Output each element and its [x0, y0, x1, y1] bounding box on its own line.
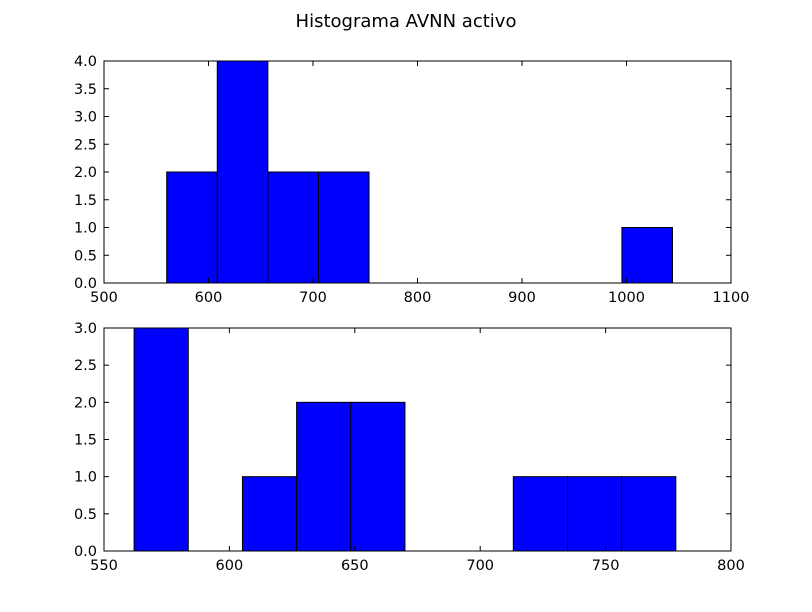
bottom-x-tick-label: 600 — [216, 558, 244, 574]
top-histogram-bar — [216, 60, 269, 284]
bottom-x-tick-label: 800 — [717, 558, 745, 574]
top-y-tick-label: 2.0 — [74, 165, 97, 181]
bottom-x-tick-label: 750 — [592, 558, 620, 574]
top-y-tick-label: 3.0 — [74, 110, 97, 126]
bottom-y-tick-label: 2.5 — [74, 358, 97, 374]
top-y-tick-label: 2.5 — [74, 137, 97, 153]
top-x-tick-label: 700 — [299, 290, 327, 306]
bottom-histogram-axes: 550 600 650 700 750 800 0.0 0.5 1.0 1.5 2.0 2.5 3.0 — [74, 321, 745, 574]
bottom-y-tick-label: 3.0 — [74, 321, 97, 337]
bottom-histogram-bar — [621, 476, 677, 552]
bottom-histogram-bar — [241, 476, 298, 552]
bottom-y-tick-label: 1.0 — [74, 470, 97, 486]
bottom-x-tick-label: 550 — [90, 558, 118, 574]
bottom-x-tick-label: 700 — [466, 558, 494, 574]
bottom-histogram-bar — [512, 476, 568, 552]
top-x-tick-label: 1000 — [608, 290, 645, 306]
figure-title: Histograma AVNN activo — [296, 11, 517, 32]
top-histogram-bar — [317, 171, 370, 284]
bottom-histogram-bar — [133, 327, 189, 552]
bottom-histogram-bar — [566, 476, 623, 552]
top-y-tick-label: 1.5 — [74, 193, 97, 209]
bottom-x-tick-label: 650 — [341, 558, 369, 574]
top-histogram-bar — [621, 227, 673, 284]
top-y-tick-label: 0.0 — [74, 276, 97, 292]
top-x-tick-label: 1100 — [713, 290, 750, 306]
top-y-tick-label: 0.5 — [74, 248, 97, 264]
bottom-y-tick-label: 1.5 — [74, 433, 97, 449]
bottom-y-tick-label: 0.5 — [74, 507, 97, 523]
bottom-y-tick-label: 2.0 — [74, 395, 97, 411]
top-x-tick-label: 900 — [508, 290, 536, 306]
top-histogram-bar — [267, 171, 319, 284]
top-y-tick-label: 3.5 — [74, 82, 97, 98]
top-x-tick-label: 800 — [404, 290, 432, 306]
bottom-histogram-bar — [296, 401, 352, 552]
top-x-tick-label: 600 — [195, 290, 223, 306]
top-y-tick-label: 4.0 — [74, 54, 97, 70]
top-x-tick-label: 500 — [90, 290, 118, 306]
top-y-tick-label: 1.0 — [74, 221, 97, 237]
bottom-y-tick-label: 0.0 — [74, 544, 97, 560]
bottom-histogram-bar — [350, 401, 406, 552]
top-histogram-axes: 500 600 700 800 900 1000 1100 0.0 0.5 1.0 1.5 2.0 2.… — [74, 54, 750, 306]
top-histogram-bar — [166, 171, 218, 284]
